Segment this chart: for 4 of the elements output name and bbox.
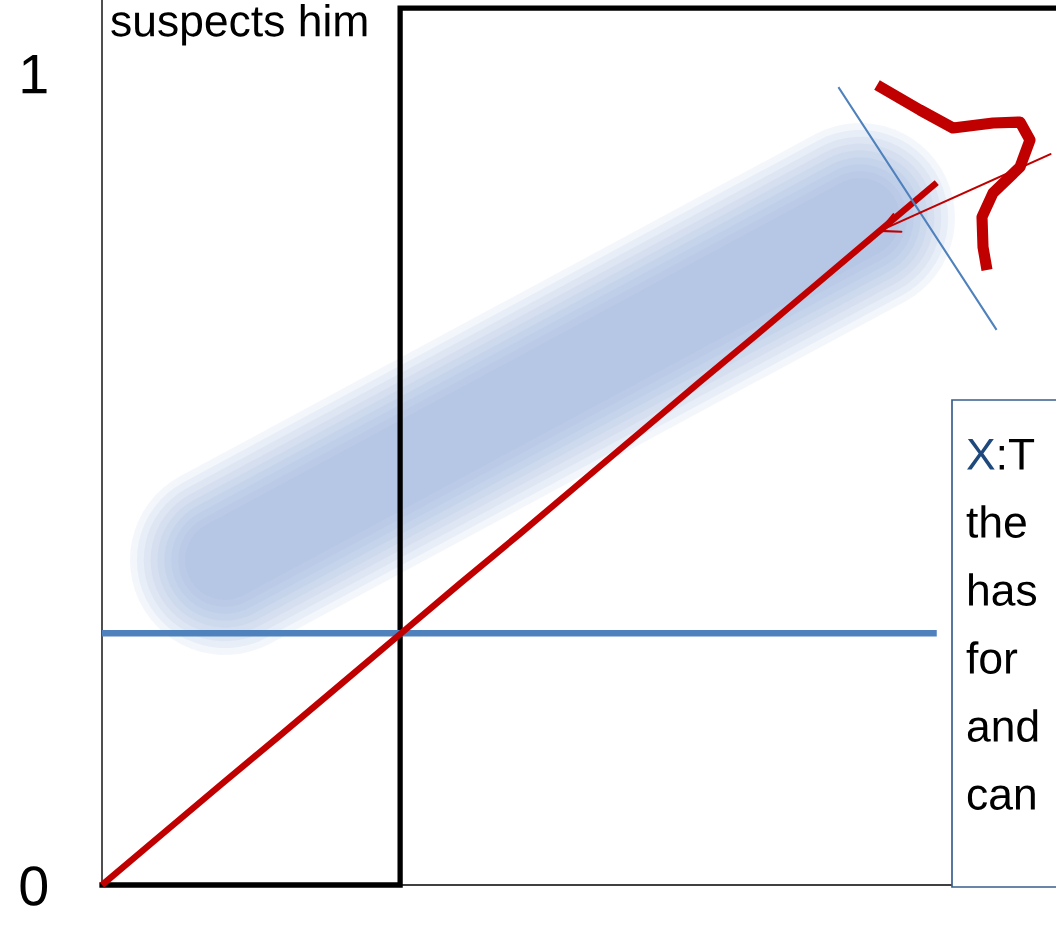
y-tick-label: 0 <box>20 866 48 906</box>
y-tick-label: 1 <box>22 54 47 94</box>
annotation: X:T the has for and can <box>966 438 1038 810</box>
y-axis-title: suspects him <box>111 4 367 46</box>
